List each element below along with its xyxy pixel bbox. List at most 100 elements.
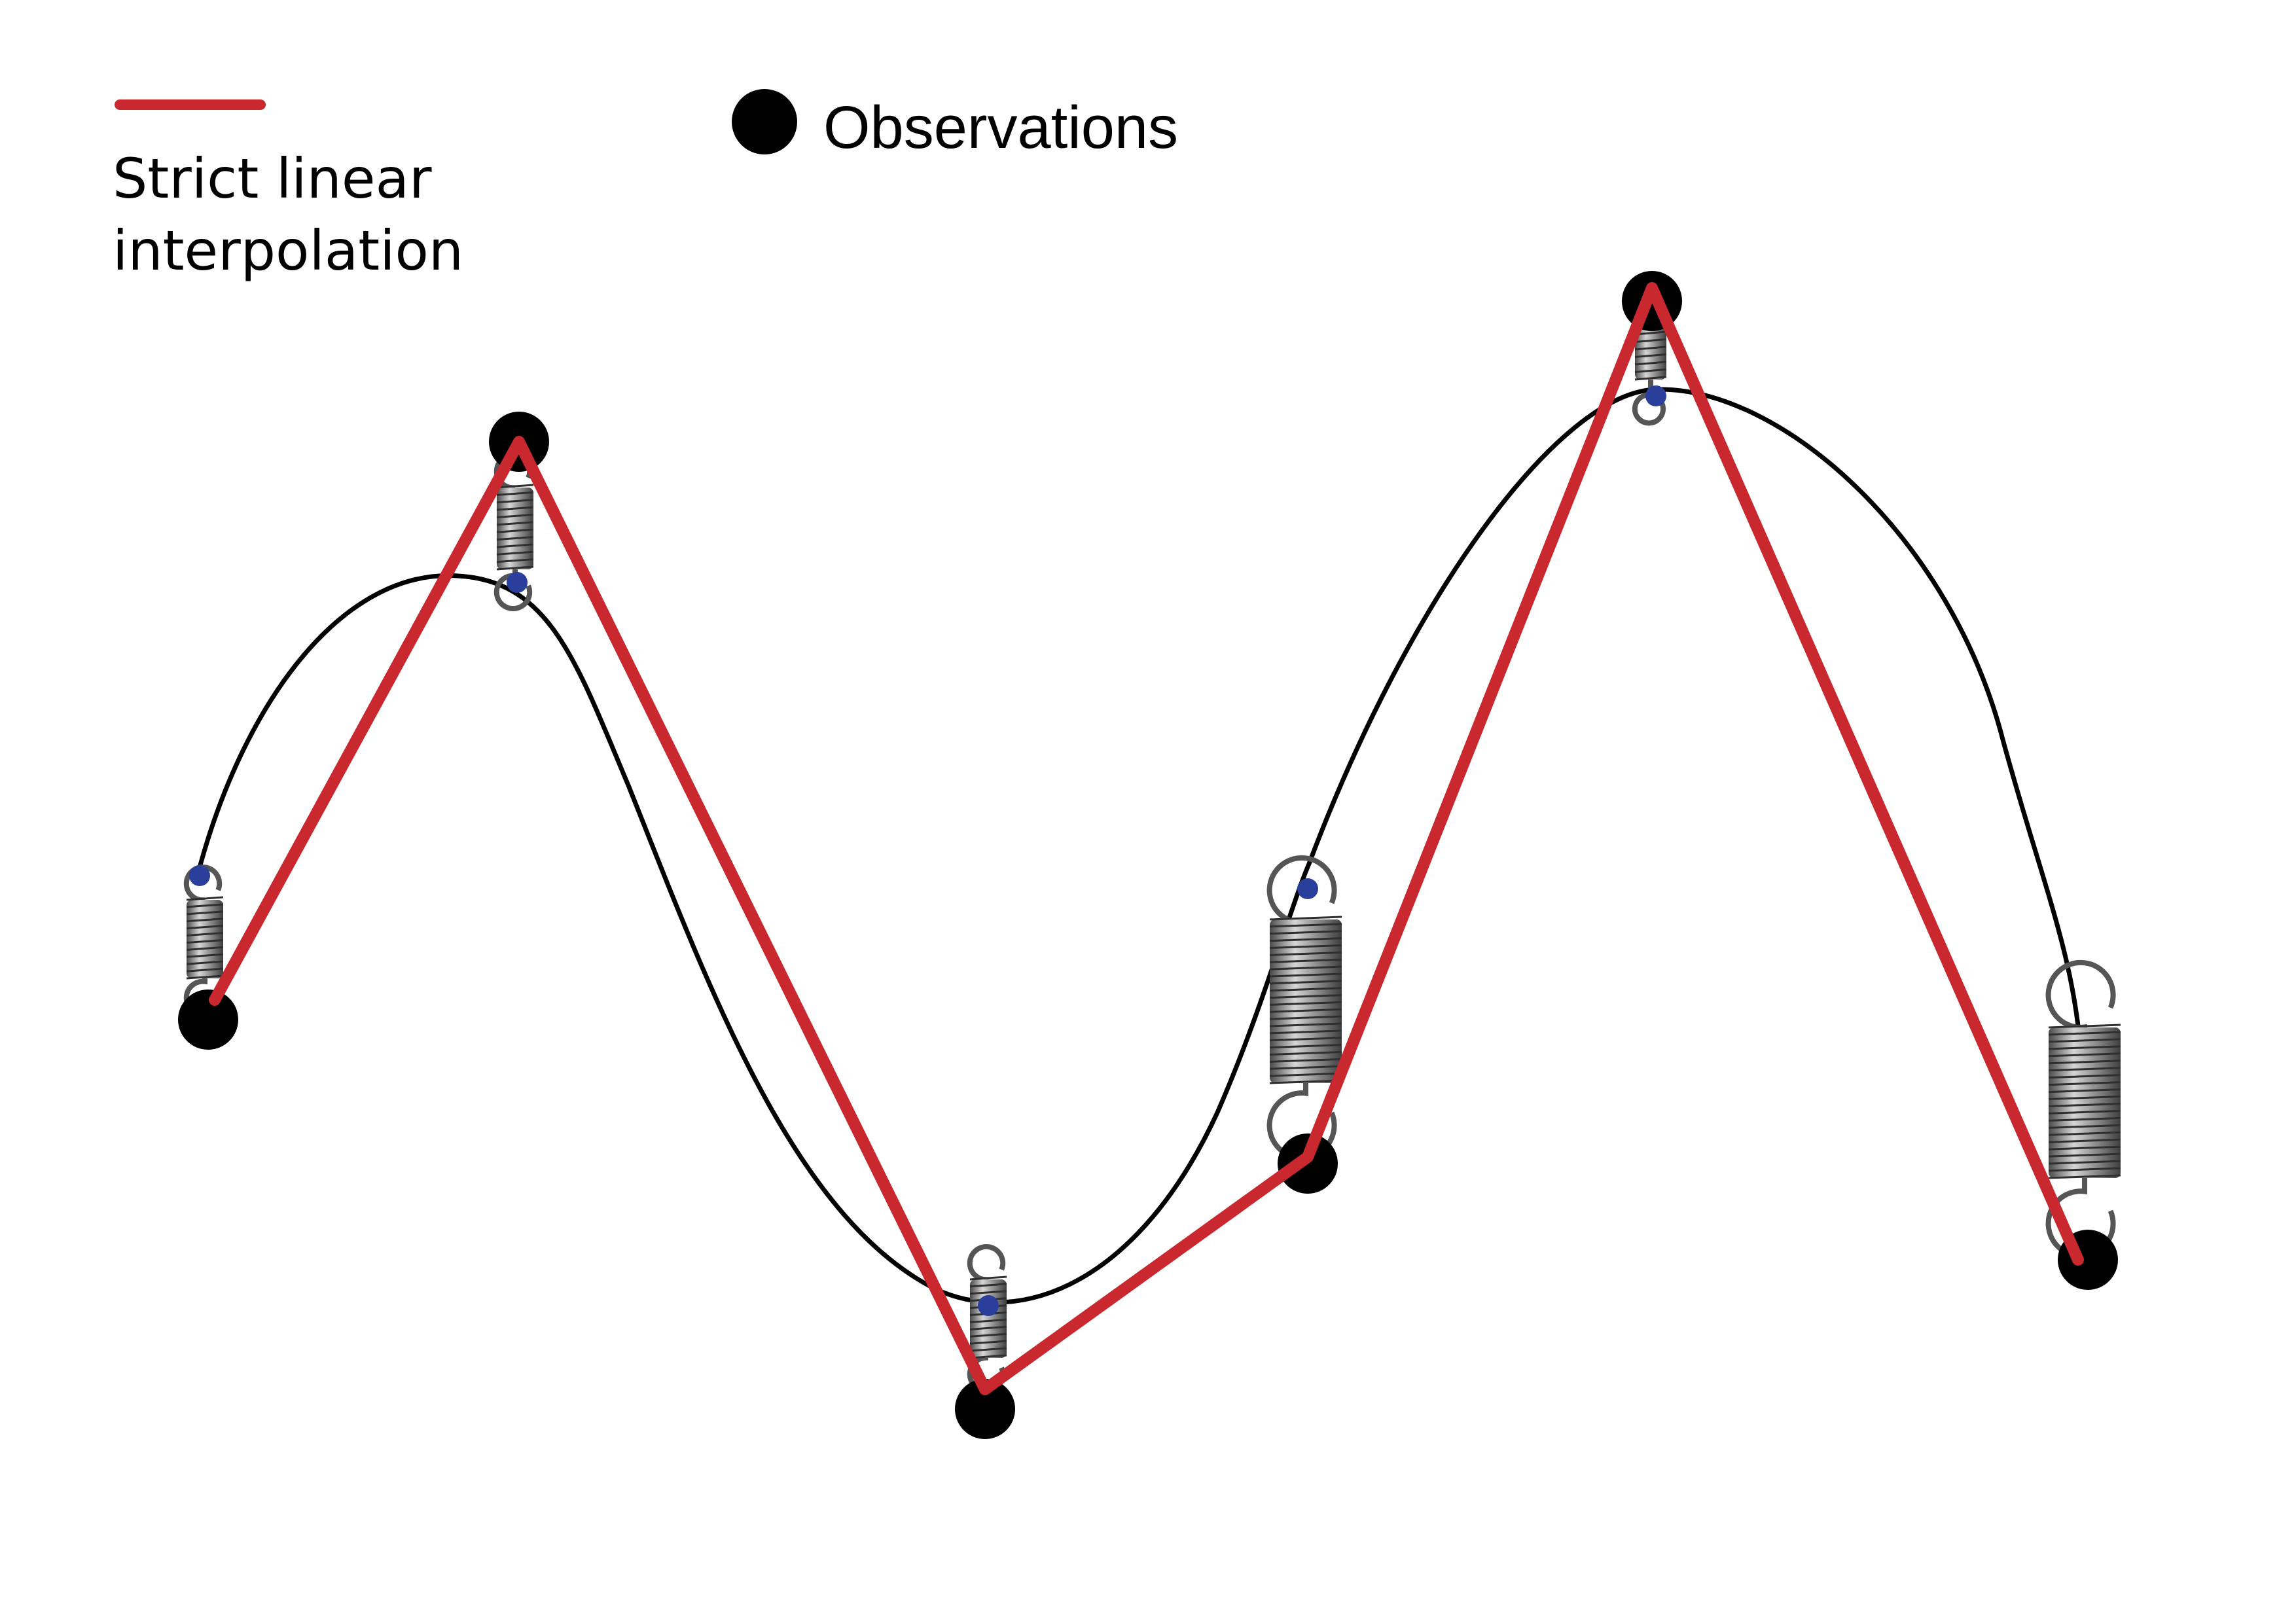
spring-coil-turn	[969, 1340, 1007, 1345]
spring-coil-turn	[2048, 1031, 2121, 1036]
spring-top-hook	[2045, 959, 2116, 1030]
spring-coil-turn	[969, 1347, 1007, 1352]
spring-coil-turn	[2048, 1160, 2121, 1165]
spring-coil-turn	[1269, 916, 1342, 921]
spring-bottom-hook	[2045, 1178, 2116, 1259]
spring-coil-turn	[496, 499, 534, 504]
spring-bottom-hook	[493, 569, 533, 612]
linear-interpolation-line	[209, 282, 2084, 1395]
spring-coil-turn	[2048, 1074, 2121, 1079]
spring-coil-turn	[496, 558, 534, 563]
observation-point	[178, 990, 238, 1050]
spring	[2045, 959, 2121, 1259]
spring-coil-turn	[2048, 1060, 2121, 1065]
spring-coil-turn	[1269, 1072, 1342, 1077]
spring-coil-turn	[1634, 368, 1667, 373]
spring-coil-turn	[186, 974, 224, 980]
legend-observations-label: Observations	[823, 94, 1179, 161]
spring-coil-turn	[2048, 1131, 2121, 1136]
spline-curve	[196, 387, 2084, 1305]
spring-coil-turn	[496, 543, 534, 548]
spring-coil-turn	[2048, 1067, 2121, 1072]
spring-coil-turn	[2048, 1038, 2121, 1043]
spring-coil-turn	[969, 1354, 1007, 1359]
spring-coil-turn	[2048, 1088, 2121, 1094]
spring-coil-turn	[2048, 1081, 2121, 1086]
spline-anchor-point	[978, 1295, 999, 1316]
spring-coil-turn	[496, 491, 534, 496]
spring-coil-turn	[186, 910, 224, 916]
spring-coil-turn	[1634, 376, 1667, 381]
spring-coil-turn	[2048, 1096, 2121, 1101]
spring-coil-turn	[186, 946, 224, 951]
spring-coil-turn	[2048, 1052, 2121, 1058]
spring-coil-turn	[496, 565, 534, 571]
spring-coil-turn	[496, 528, 534, 533]
legend-interpolation-label: Strict linear interpolation	[113, 147, 464, 283]
spring-coil-turn	[1634, 330, 1667, 336]
spline-anchor-point	[189, 865, 210, 886]
spring-top-hook	[967, 1243, 1006, 1283]
spring-coil-turn	[1269, 1029, 1342, 1035]
spring-coil-turn	[1269, 1051, 1342, 1056]
spring-coil-turn	[496, 536, 534, 541]
spring-coil-turn	[186, 932, 224, 937]
spring-top-hook	[1266, 855, 1337, 925]
spring-coil-turn	[1269, 972, 1342, 978]
spring-coil-turn	[1634, 338, 1667, 343]
spline-anchors	[189, 385, 2089, 1316]
spring-coil-turn	[1269, 944, 1342, 949]
spring-coil-turn	[969, 1290, 1007, 1295]
spring-coil-turn	[2048, 1124, 2121, 1129]
spring-coil-turn	[1269, 937, 1342, 942]
spring-coil-turn	[1269, 1015, 1342, 1020]
spring-coil-turn	[186, 960, 224, 965]
springs-group	[183, 274, 2121, 1394]
spring-coil-turn	[2048, 1116, 2121, 1122]
spring-coil-turn	[186, 967, 224, 972]
spring-coil-turn	[1634, 353, 1667, 358]
spring-coil-turn	[186, 918, 224, 923]
spring-coil-turn	[1269, 958, 1342, 963]
spring-coil-turn	[496, 521, 534, 526]
spring-coil-turn	[1634, 346, 1667, 351]
spring-coil-turn	[2048, 1167, 2121, 1172]
spring-coil-turn	[186, 953, 224, 958]
spring-coil-turn	[1269, 1079, 1342, 1084]
spring-coil-turn	[1634, 361, 1667, 366]
spring-coil-turn	[496, 484, 534, 489]
spring-coil-turn	[1269, 1044, 1342, 1049]
legend-observation-swatch	[732, 89, 797, 154]
spring-coil-turn	[186, 896, 224, 901]
spring-coil-turn	[2048, 1145, 2121, 1150]
spring-coil-turn	[969, 1325, 1007, 1330]
spring-coil-turn	[2048, 1024, 2121, 1029]
spring-coil-turn	[186, 903, 224, 908]
spring-coil-turn	[496, 550, 534, 556]
spring-coil-turn	[2048, 1174, 2121, 1179]
spline-anchor-point	[1645, 385, 1666, 406]
spring-coil-turn	[969, 1332, 1007, 1338]
observations-group	[178, 271, 2118, 1439]
spring-coil-turn	[969, 1283, 1007, 1288]
spring-coil-turn	[1269, 930, 1342, 935]
spring-coil-turn	[2048, 1045, 2121, 1050]
spring-coil-turn	[2048, 1102, 2121, 1107]
spring-coil-turn	[186, 938, 224, 944]
spring-coil-turn	[1269, 987, 1342, 992]
spring-coil-turn	[1269, 994, 1342, 999]
spring-coil-turn	[1269, 1001, 1342, 1006]
spring-coil-turn	[2048, 1152, 2121, 1158]
spring-coil-turn	[1269, 1008, 1342, 1013]
spring-coil-turn	[1269, 951, 1342, 956]
spring-coil-turn	[1269, 965, 1342, 971]
spring-coil-turn	[1269, 1065, 1342, 1070]
spring-coil-turn	[1269, 1037, 1342, 1042]
observation-point	[955, 1379, 1015, 1439]
spring-coil-turn	[1269, 923, 1342, 928]
spring-coil-turn	[2048, 1138, 2121, 1143]
spring-coil-turn	[496, 506, 534, 511]
spring-coil-turn	[1269, 1022, 1342, 1027]
spline-anchor-point	[1297, 878, 1318, 899]
